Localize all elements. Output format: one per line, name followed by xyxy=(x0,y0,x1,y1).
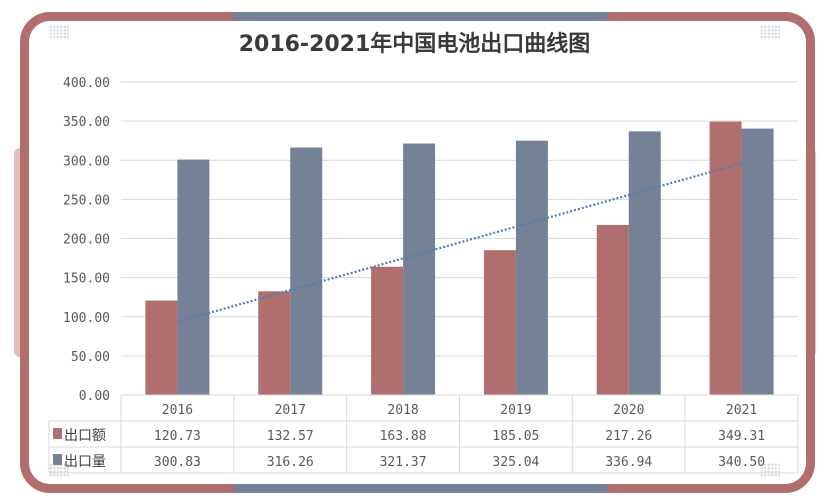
legend-key-出口量 xyxy=(53,454,62,465)
data-table-value: 316.26 xyxy=(267,455,314,470)
data-table-value: 120.73 xyxy=(154,429,201,444)
data-table-value: 336.94 xyxy=(605,455,652,470)
x-tick-label: 2016 xyxy=(162,403,193,418)
bar-出口额-2020 xyxy=(596,224,629,395)
data-table-value: 325.04 xyxy=(492,455,539,470)
y-tick-label: 50.00 xyxy=(71,350,110,365)
data-table-value: 185.05 xyxy=(492,429,539,444)
y-tick-label: 300.00 xyxy=(63,154,110,169)
bar-出口量-2018 xyxy=(403,143,436,395)
top-accent xyxy=(233,12,608,21)
bar-出口额-2018 xyxy=(371,266,404,395)
y-tick-label: 150.00 xyxy=(63,272,110,287)
bar-出口额-2017 xyxy=(258,291,291,395)
bar-出口量-2020 xyxy=(628,131,661,395)
x-tick-label: 2020 xyxy=(613,403,644,418)
x-tick-label: 2018 xyxy=(387,403,418,418)
data-table-value: 300.83 xyxy=(154,455,201,470)
trendline xyxy=(177,162,742,323)
legend-label: 出口量 xyxy=(64,454,106,470)
bar-出口额-2016 xyxy=(145,300,178,395)
bar-出口量-2019 xyxy=(515,140,548,395)
dots-decor xyxy=(760,25,780,39)
bar-出口额-2019 xyxy=(483,250,516,395)
chart-title: 2016-2021年中国电池出口曲线图 xyxy=(238,32,591,57)
y-tick-label: 0.00 xyxy=(79,389,110,404)
legend-key-出口额 xyxy=(53,428,62,439)
data-table-value: 163.88 xyxy=(380,429,427,444)
bar-出口量-2021 xyxy=(741,128,774,395)
x-tick-label: 2019 xyxy=(500,403,531,418)
legend-label: 出口额 xyxy=(64,428,106,444)
bar-出口量-2016 xyxy=(177,159,210,395)
x-tick-label: 2017 xyxy=(275,403,306,418)
y-tick-label: 350.00 xyxy=(63,115,110,130)
y-tick-label: 400.00 xyxy=(63,76,110,91)
bottom-accent xyxy=(233,484,608,493)
y-tick-label: 200.00 xyxy=(63,233,110,248)
bar-出口额-2021 xyxy=(709,121,742,396)
data-table-value: 340.50 xyxy=(718,455,765,470)
data-table-value: 132.57 xyxy=(267,429,314,444)
data-table-value: 217.26 xyxy=(605,429,652,444)
bar-出口量-2017 xyxy=(290,147,323,395)
y-tick-label: 100.00 xyxy=(63,311,110,326)
dots-decor xyxy=(49,25,69,39)
data-table-value: 321.37 xyxy=(380,455,427,470)
y-tick-label: 250.00 xyxy=(63,193,110,208)
data-table-value: 349.31 xyxy=(718,429,765,444)
x-tick-label: 2021 xyxy=(726,403,757,418)
